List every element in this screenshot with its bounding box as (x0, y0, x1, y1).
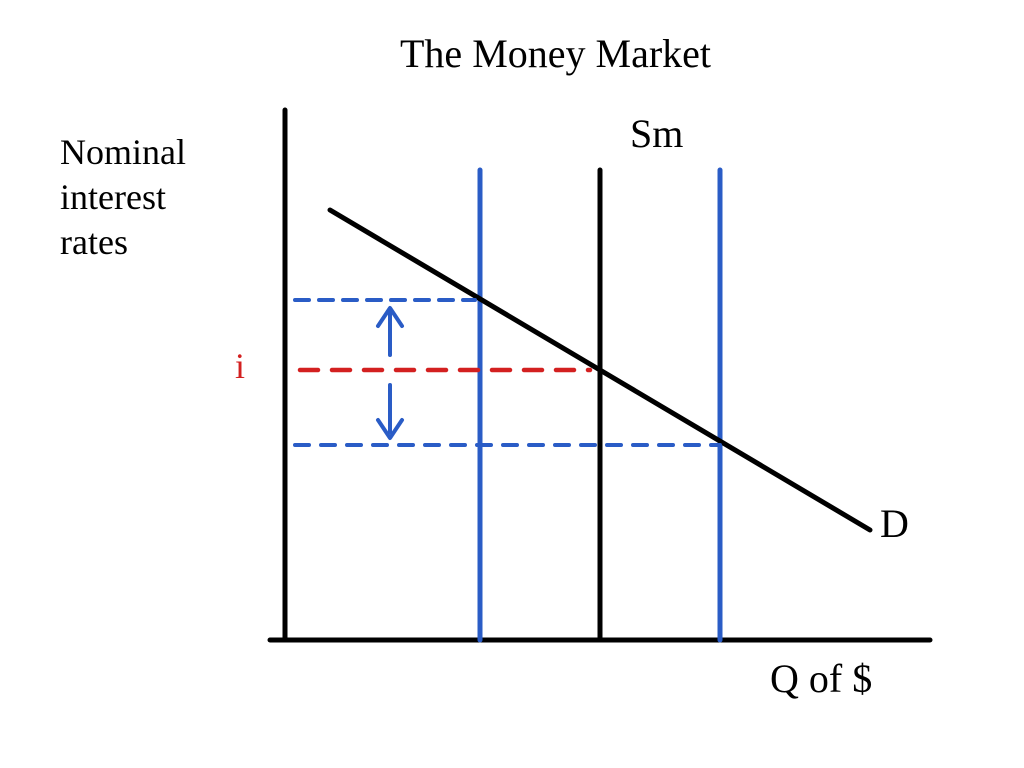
sm-label: Sm (630, 110, 683, 157)
xaxis-label: Q of $ (770, 655, 872, 702)
money-market-chart (0, 0, 1024, 768)
arrow-up (378, 308, 402, 355)
arrow-down (378, 385, 402, 438)
d-label: D (880, 500, 909, 547)
yaxis-label: Nominal interest rates (60, 130, 186, 265)
chart-title: The Money Market (400, 30, 711, 77)
i-label: i (235, 345, 245, 387)
